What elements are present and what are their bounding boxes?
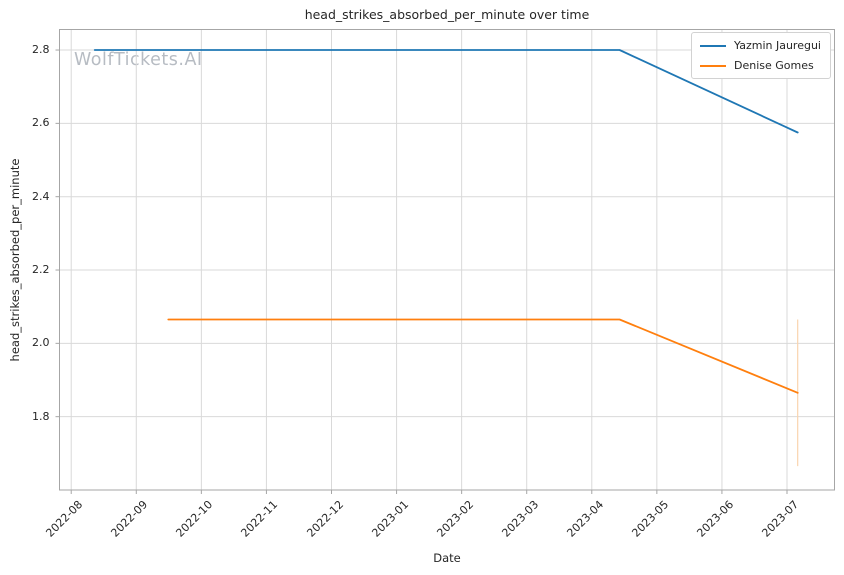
legend-label: Yazmin Jauregui [734,39,821,52]
legend-line-swatch [700,44,727,47]
y-tick-label: 2.6 [32,116,50,130]
y-tick-label: 1.8 [32,409,50,423]
y-tick-label: 2.2 [32,263,50,277]
legend: Yazmin Jauregui Denise Gomes [691,32,831,79]
x-axis-label: Date [433,551,461,565]
watermark: WolfTickets.AI [74,50,203,70]
legend-item: Denise Gomes [700,59,821,72]
chart-title: head_strikes_absorbed_per_minute over ti… [304,7,590,22]
y-tick-label: 2.4 [32,189,50,203]
y-tick-label: 2.0 [32,336,50,350]
series-line [93,49,799,134]
series-line [167,318,799,394]
y-tick-label: 2.8 [32,43,50,57]
legend-line-swatch [700,64,727,67]
legend-label: Denise Gomes [734,59,814,72]
plot-border [59,29,835,491]
legend-item: Yazmin Jauregui [700,39,821,52]
